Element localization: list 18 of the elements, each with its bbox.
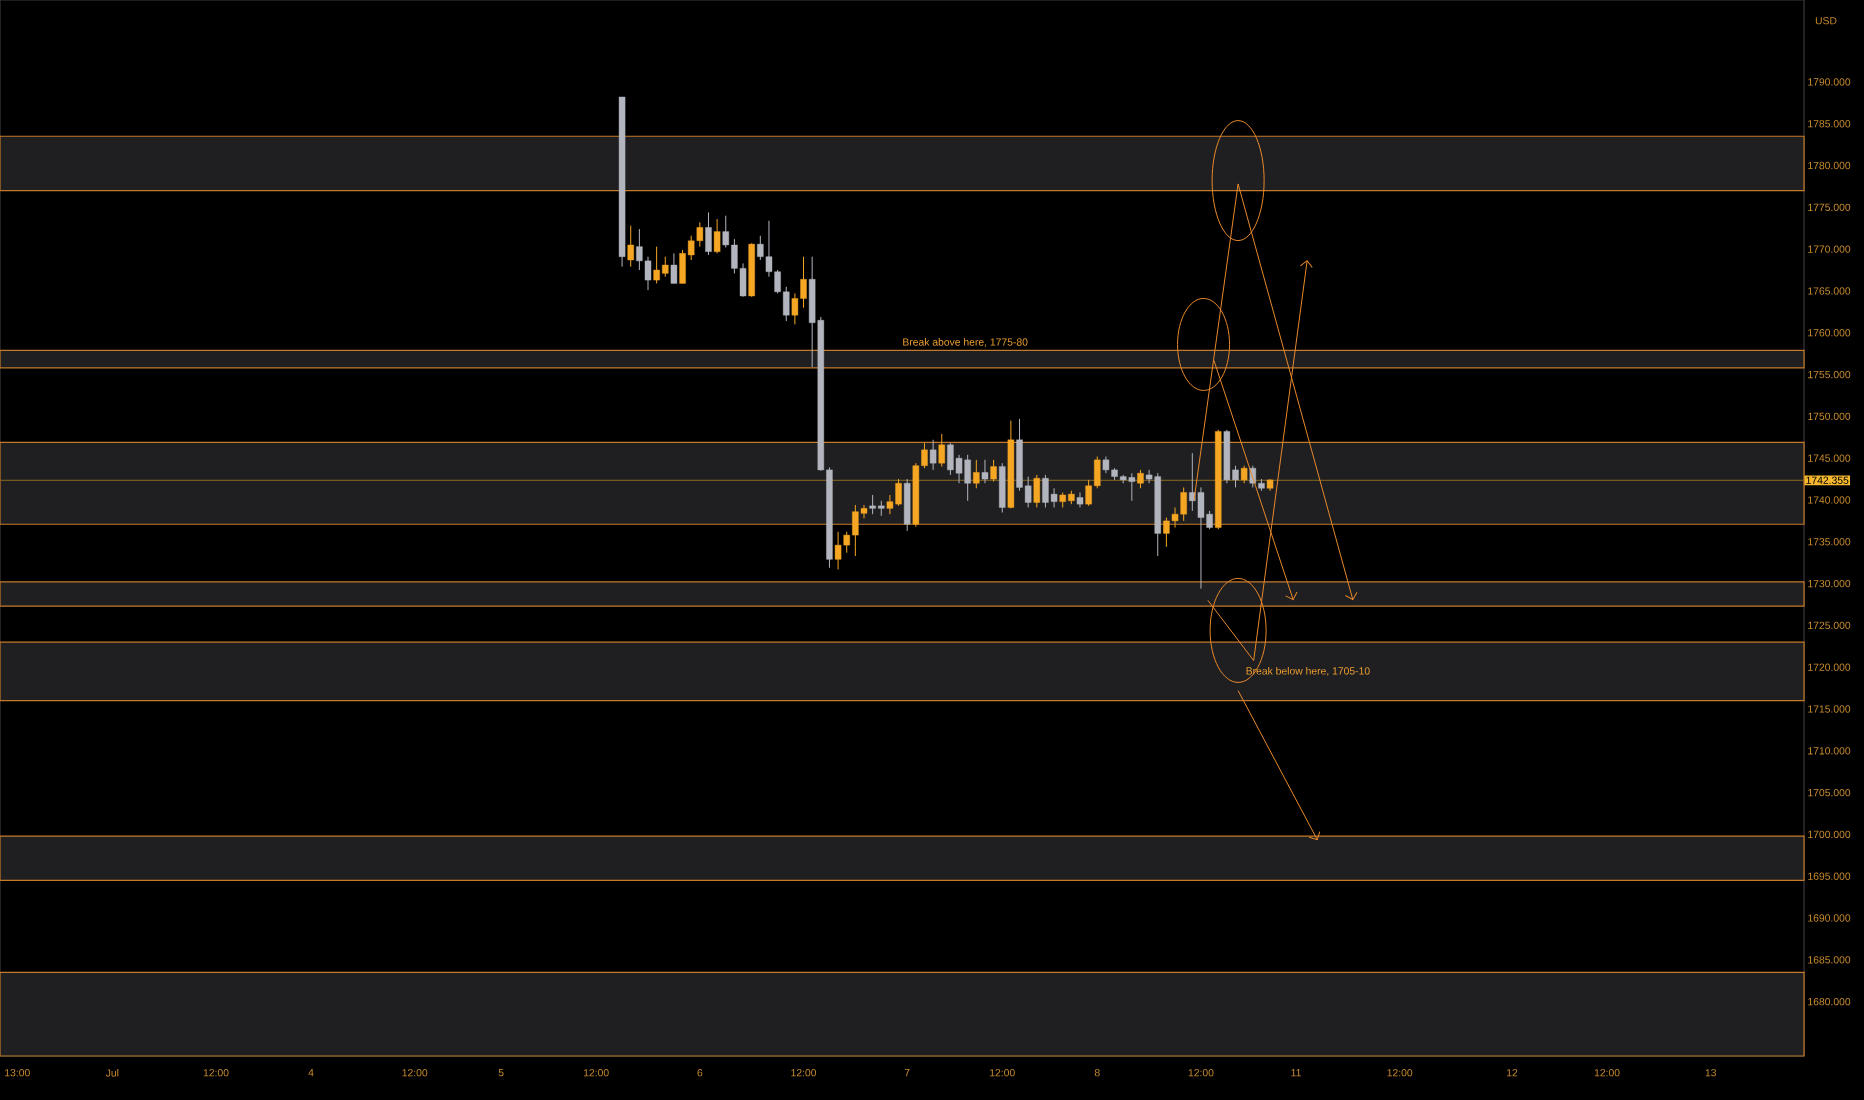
candlestick (696, 221, 704, 248)
candlestick (999, 462, 1006, 514)
candlestick (938, 433, 945, 468)
candlestick (1137, 469, 1144, 489)
candlestick (705, 211, 712, 256)
candlestick (990, 459, 997, 483)
candlestick (834, 531, 842, 570)
candlestick (1128, 472, 1136, 502)
candlestick (627, 225, 634, 268)
candlestick (981, 459, 989, 484)
candlestick (903, 478, 911, 532)
candlestick (929, 439, 937, 471)
candlestick (1076, 491, 1084, 509)
candlestick (1197, 486, 1205, 590)
candlestick (973, 459, 980, 489)
candlestick (713, 218, 721, 254)
candlestick (1033, 474, 1041, 509)
candlestick (670, 252, 678, 284)
